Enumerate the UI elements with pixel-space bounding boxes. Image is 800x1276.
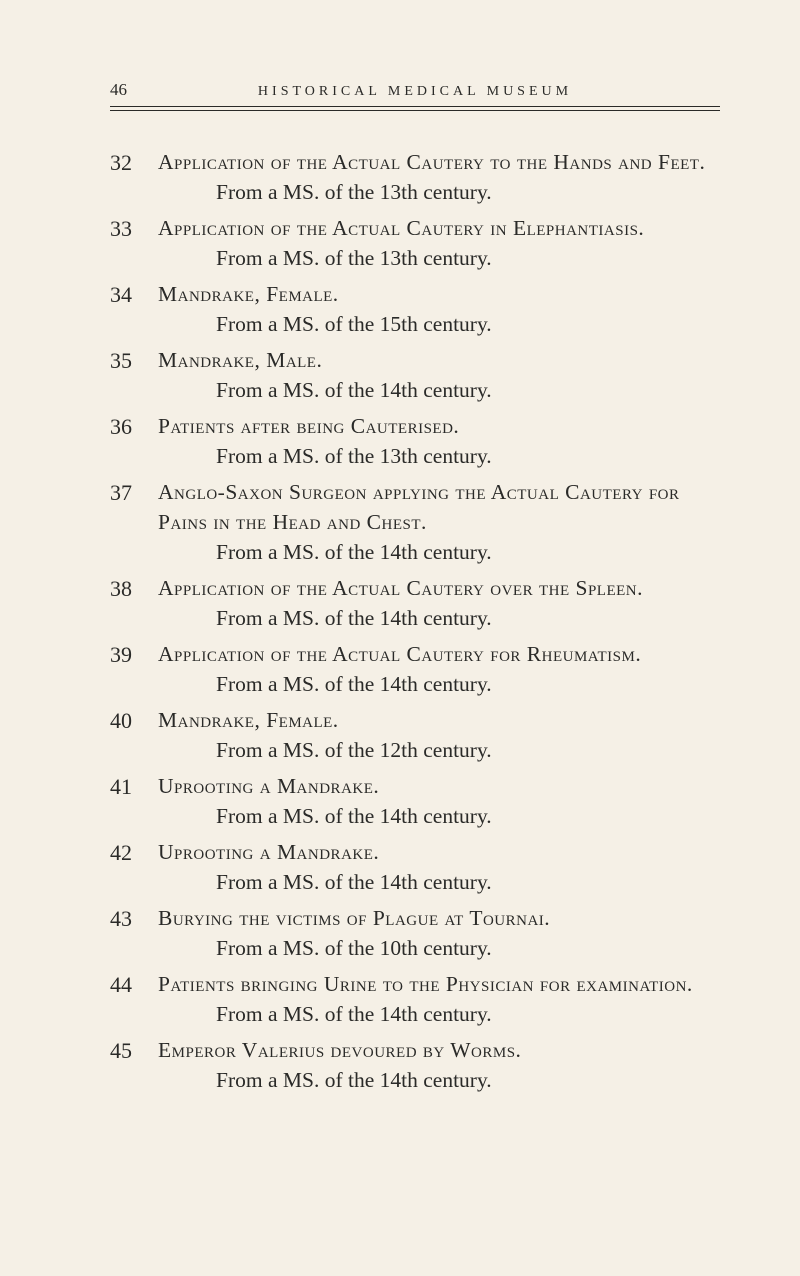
entry-row: 35 Mandrake, Male. From a MS. of the 14t… [110,345,720,411]
entry-row: 32 Application of the Actual Cautery to … [110,147,720,213]
entry-number: 40 [110,705,158,736]
entry-title: Application of the Actual Cautery to the… [158,150,705,174]
entry-row: 38 Application of the Actual Cautery ove… [110,573,720,639]
entry-title: Patients after being Cauterised. [158,414,459,438]
entries-list: 32 Application of the Actual Cautery to … [110,147,720,1099]
entry-number: 38 [110,573,158,604]
entry-row: 45 Emperor Valerius devoured by Worms. F… [110,1035,720,1099]
entry-title: Emperor Valerius devoured by Worms. [158,1038,521,1062]
entry-number: 43 [110,903,158,934]
entry-number: 34 [110,279,158,310]
entry-source: From a MS. of the 13th century. [158,243,720,273]
page: 46 HISTORICAL MEDICAL MUSEUM 32 Applicat… [0,0,800,1276]
entry-row: 37 Anglo-Saxon Surgeon applying the Actu… [110,477,720,573]
entry-number: 42 [110,837,158,868]
entry-number: 36 [110,411,158,442]
entry-source: From a MS. of the 12th century. [158,735,720,765]
entry-source: From a MS. of the 14th century. [158,603,720,633]
entry-body: Burying the victims of Plague at Tournai… [158,903,720,969]
entry-body: Application of the Actual Cautery for Rh… [158,639,720,705]
entry-title: Burying the victims of Plague at Tournai… [158,906,550,930]
entry-title: Mandrake, Female. [158,708,339,732]
entry-title: Uprooting a Mandrake. [158,840,379,864]
entry-body: Application of the Actual Cautery over t… [158,573,720,639]
entry-title: Mandrake, Female. [158,282,339,306]
entry-title: Uprooting a Mandrake. [158,774,379,798]
entry-body: Mandrake, Female. From a MS. of the 12th… [158,705,720,771]
header-rule [110,106,720,111]
entry-row: 43 Burying the victims of Plague at Tour… [110,903,720,969]
entry-title: Application of the Actual Cautery for Rh… [158,642,641,666]
page-number: 46 [110,80,170,100]
entry-row: 34 Mandrake, Female. From a MS. of the 1… [110,279,720,345]
entry-body: Anglo-Saxon Surgeon applying the Actual … [158,477,720,573]
entry-row: 41 Uprooting a Mandrake. From a MS. of t… [110,771,720,837]
entry-body: Uprooting a Mandrake. From a MS. of the … [158,837,720,903]
entry-source: From a MS. of the 14th century. [158,669,720,699]
entry-number: 37 [110,477,158,508]
running-header: 46 HISTORICAL MEDICAL MUSEUM [110,80,720,100]
entry-number: 39 [110,639,158,670]
entry-row: 39 Application of the Actual Cautery for… [110,639,720,705]
entry-body: Mandrake, Male. From a MS. of the 14th c… [158,345,720,411]
header-title: HISTORICAL MEDICAL MUSEUM [170,84,720,100]
entry-title: Application of the Actual Cautery over t… [158,576,643,600]
entry-row: 36 Patients after being Cauterised. From… [110,411,720,477]
entry-source: From a MS. of the 14th century. [158,867,720,897]
entry-body: Application of the Actual Cautery in Ele… [158,213,720,279]
entry-number: 41 [110,771,158,802]
entry-source: From a MS. of the 10th century. [158,933,720,963]
entry-number: 44 [110,969,158,1000]
entry-number: 33 [110,213,158,244]
entry-body: Emperor Valerius devoured by Worms. From… [158,1035,720,1099]
entry-number: 45 [110,1035,158,1066]
entry-source: From a MS. of the 14th century. [158,999,720,1029]
entry-body: Patients bringing Urine to the Physician… [158,969,720,1035]
entry-number: 32 [110,147,158,178]
entry-body: Application of the Actual Cautery to the… [158,147,720,213]
entry-row: 42 Uprooting a Mandrake. From a MS. of t… [110,837,720,903]
entry-number: 35 [110,345,158,376]
entry-body: Mandrake, Female. From a MS. of the 15th… [158,279,720,345]
entry-row: 33 Application of the Actual Cautery in … [110,213,720,279]
entry-source: From a MS. of the 14th century. [158,1065,720,1095]
entry-source: From a MS. of the 15th century. [158,309,720,339]
entry-row: 44 Patients bringing Urine to the Physic… [110,969,720,1035]
entry-body: Uprooting a Mandrake. From a MS. of the … [158,771,720,837]
entry-title: Mandrake, Male. [158,348,322,372]
entry-source: From a MS. of the 14th century. [158,801,720,831]
entry-title: Application of the Actual Cautery in Ele… [158,216,644,240]
entry-source: From a MS. of the 14th century. [158,375,720,405]
entry-source: From a MS. of the 13th century. [158,177,720,207]
entry-source: From a MS. of the 13th century. [158,441,720,471]
entry-row: 40 Mandrake, Female. From a MS. of the 1… [110,705,720,771]
entry-source: From a MS. of the 14th century. [158,537,720,567]
entry-title: Patients bringing Urine to the Physician… [158,972,693,996]
entry-body: Patients after being Cauterised. From a … [158,411,720,477]
entry-title: Anglo-Saxon Surgeon applying the Actual … [158,480,680,534]
